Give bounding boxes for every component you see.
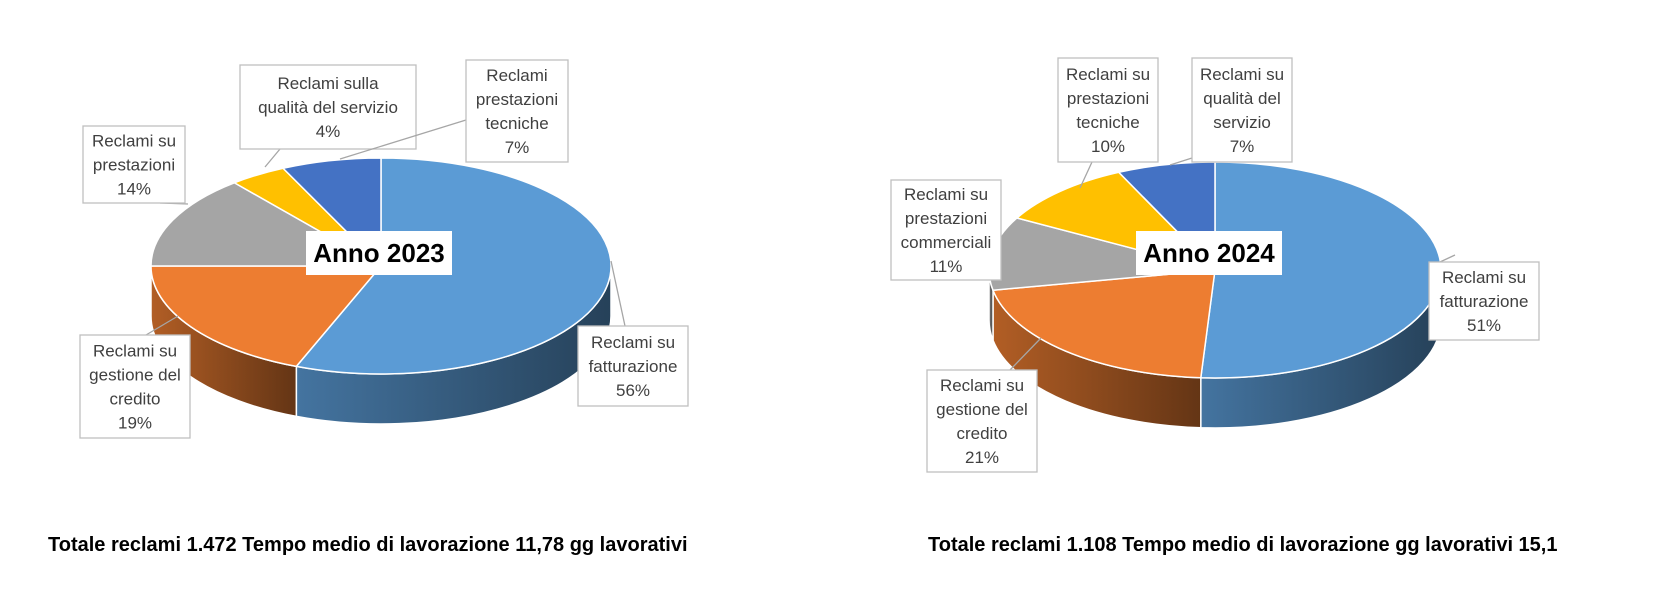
caption-2024: Totale reclami 1.108 Tempo medio di lavo…: [928, 534, 1558, 556]
label-text-line: gestione del: [936, 400, 1028, 419]
label-text-line: qualità del servizio: [258, 98, 398, 117]
label-percent: 14%: [117, 180, 151, 199]
data-label-reclami-su-qualita-del-servizio: Reclami su qualità del servizio 7%: [1169, 57, 1293, 166]
label-percent: 11%: [930, 257, 963, 276]
data-label-reclami-su-fatturazione: Reclami su fatturazione 56%: [577, 260, 689, 407]
label-text-line: Reclami: [486, 66, 547, 85]
label-text-line: Reclami su: [1066, 65, 1150, 84]
label-text-line: credito: [956, 424, 1007, 443]
label-text-line: prestazioni: [1067, 89, 1149, 108]
label-percent: 7%: [1230, 137, 1255, 156]
label-text-line: tecniche: [485, 114, 548, 133]
label-percent: 21%: [965, 448, 999, 467]
label-box: [577, 325, 689, 407]
label-text-line: Reclami su: [92, 132, 176, 151]
label-text-line: Reclami su: [904, 185, 988, 204]
label-text-line: Reclami su: [1442, 268, 1526, 287]
slice-reclami-su-gestione-del-credito: [150, 265, 383, 368]
label-box: [1191, 57, 1293, 163]
label-text-line: fatturazione: [1440, 292, 1529, 311]
data-label-reclami-su-fatturazione: Reclami su fatturazione 51%: [1428, 254, 1540, 341]
leader-line: [264, 148, 281, 168]
label-text-line: Reclami sulla: [277, 74, 379, 93]
leader-line: [1009, 337, 1042, 371]
year-title-text: Anno 2024: [1143, 238, 1275, 268]
label-text-line: tecniche: [1076, 113, 1139, 132]
label-text-line: credito: [109, 390, 160, 409]
label-text-line: Reclami su: [591, 333, 675, 352]
slice-reclami-su-fatturazione: [294, 157, 612, 375]
pie-chart-2024: Reclami su fatturazione 51% Reclami su gesti…: [890, 57, 1540, 473]
label-percent: 19%: [118, 414, 152, 433]
data-label-reclami-su-prestazioni: Reclami su prestazioni 14%: [82, 125, 189, 205]
year-title-text: Anno 2023: [313, 238, 445, 268]
label-box: [1057, 57, 1159, 163]
label-text-line: servizio: [1213, 113, 1271, 132]
label-text-line: prestazioni: [93, 156, 175, 175]
label-box: [465, 59, 569, 163]
year-title-2023: Anno 2023: [306, 231, 452, 275]
data-label-reclami-su-gestione-del-credito: Reclami su gestione del credito 19%: [79, 315, 191, 439]
data-label-reclami-su-prestazioni-tecniche: Reclami su prestazioni tecniche 10%: [1057, 57, 1159, 189]
data-label-reclami-sulla-qualita-del-servizio: Reclami sulla qualità del servizio 4%: [239, 64, 417, 168]
label-text-line: Reclami su: [93, 342, 177, 361]
slice-reclami-su-gestione-del-credito: [991, 269, 1216, 379]
label-text-line: Reclami su: [1200, 65, 1284, 84]
leader-line: [1169, 157, 1193, 166]
year-title-2024: Anno 2024: [1136, 231, 1282, 275]
label-text-line: fatturazione: [589, 357, 678, 376]
year-title-box: [1136, 231, 1282, 275]
label-box: [239, 64, 417, 150]
label-percent: 10%: [1091, 137, 1125, 156]
leader-line: [339, 119, 467, 160]
label-box: [890, 179, 1002, 281]
caption-2023: Totale reclami 1.472 Tempo medio di lavo…: [48, 534, 688, 556]
label-percent: 51%: [1467, 316, 1501, 335]
label-text-line: gestione del: [89, 366, 181, 385]
leader-line: [610, 260, 626, 327]
label-text-line: prestazioni: [905, 209, 987, 228]
label-box: [926, 369, 1038, 473]
data-labels: Reclami su fatturazione 51% Reclami su gesti…: [890, 57, 1540, 473]
year-title-box: [306, 231, 452, 275]
label-percent: 56%: [616, 381, 650, 400]
label-box: [82, 125, 186, 204]
leader-line: [145, 315, 179, 336]
pie-chart-2023: Reclami su fatturazione 56% Reclami su gesti…: [79, 59, 689, 439]
data-label-reclami-prestazioni-tecniche: Reclami prestazioni tecniche 7%: [339, 59, 569, 163]
leader-line: [1439, 254, 1456, 263]
label-box: [1428, 261, 1540, 341]
label-text-line: Reclami su: [940, 376, 1024, 395]
data-label-reclami-su-gestione-del-credito: Reclami su gestione del credito 21%: [926, 337, 1042, 473]
label-box: [79, 334, 191, 439]
label-percent: 7%: [505, 138, 530, 157]
label-percent: 4%: [316, 122, 341, 141]
data-label-reclami-su-prestazioni-commerciali: Reclami su prestazioni commerciali 11%: [890, 179, 1002, 281]
leader-line: [1079, 161, 1093, 189]
label-text-line: commerciali: [901, 233, 992, 252]
label-text-line: prestazioni: [476, 90, 558, 109]
label-text-line: qualità del: [1203, 89, 1281, 108]
data-labels: Reclami su fatturazione 56% Reclami su gesti…: [79, 59, 689, 439]
